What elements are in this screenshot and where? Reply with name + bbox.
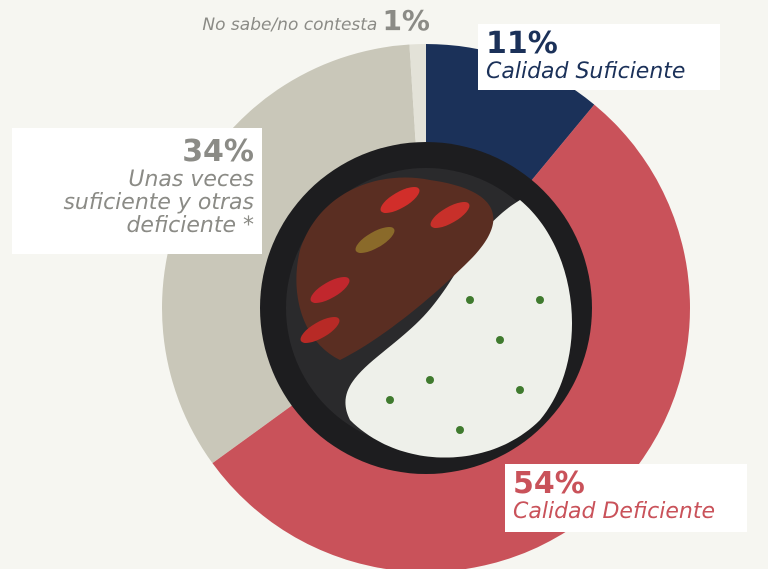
pepper — [310, 277, 350, 303]
label-box: 34% Unas veces suficiente y otras defici… — [12, 128, 262, 254]
pepper — [355, 227, 395, 253]
slice — [212, 104, 690, 569]
value-label: 11% — [486, 26, 558, 61]
herb — [426, 376, 434, 384]
value-label: 1% — [382, 4, 430, 37]
category-label: Calidad Suficiente — [486, 58, 686, 84]
label-box: 11% Calidad Suficiente — [478, 24, 720, 90]
label-box: 54% Calidad Deficiente — [505, 464, 747, 532]
herb — [516, 386, 524, 394]
category-label: Unas veces suficiente y otras deficiente… — [63, 166, 254, 238]
pepper — [380, 187, 420, 213]
herb — [536, 296, 544, 304]
slice — [409, 44, 426, 159]
herb — [386, 396, 394, 404]
value-label: 34% — [182, 134, 254, 169]
herb — [496, 336, 504, 344]
label: No sabe/no contesta 1% — [150, 4, 430, 37]
rice — [345, 200, 573, 458]
pepper — [430, 202, 470, 228]
herb — [466, 296, 474, 304]
pepper — [300, 317, 340, 343]
herb — [456, 426, 464, 434]
category-label: Calidad Deficiente — [513, 498, 716, 524]
value-label: 54% — [513, 466, 585, 501]
category-label: No sabe/no contesta — [202, 15, 378, 35]
